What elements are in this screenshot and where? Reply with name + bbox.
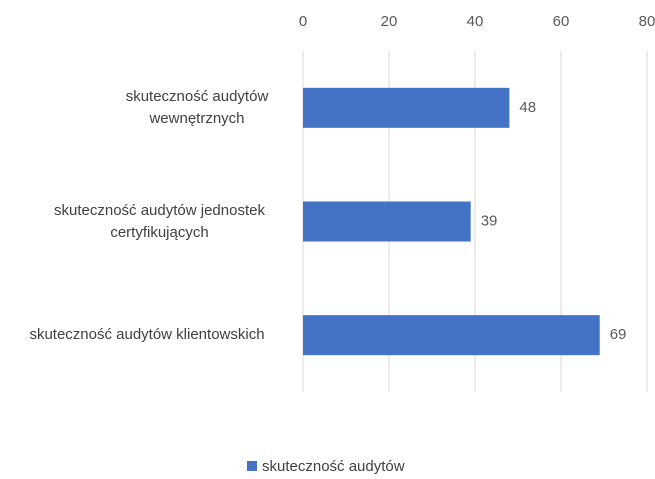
x-tick-label: 60 [553, 13, 570, 30]
y-tick-label: skuteczność audytów wewnętrznych [125, 87, 269, 127]
bar [303, 315, 600, 356]
bar [303, 201, 471, 242]
bar [303, 87, 510, 128]
y-tick-label: skuteczność audytów klientowskich [29, 326, 265, 344]
data-label: 39 [481, 212, 498, 229]
x-tick-label: 0 [299, 13, 307, 30]
data-label: 69 [610, 326, 627, 343]
data-label: 48 [519, 99, 536, 116]
x-tick-label: 80 [639, 13, 655, 30]
legend-label: skuteczność audytów [262, 458, 405, 475]
x-tick-label: 40 [467, 13, 484, 30]
legend-swatch [247, 461, 257, 471]
y-tick-label: skuteczność audytów jednostek certyfikuj… [54, 201, 265, 241]
x-tick-label: 20 [381, 13, 398, 30]
